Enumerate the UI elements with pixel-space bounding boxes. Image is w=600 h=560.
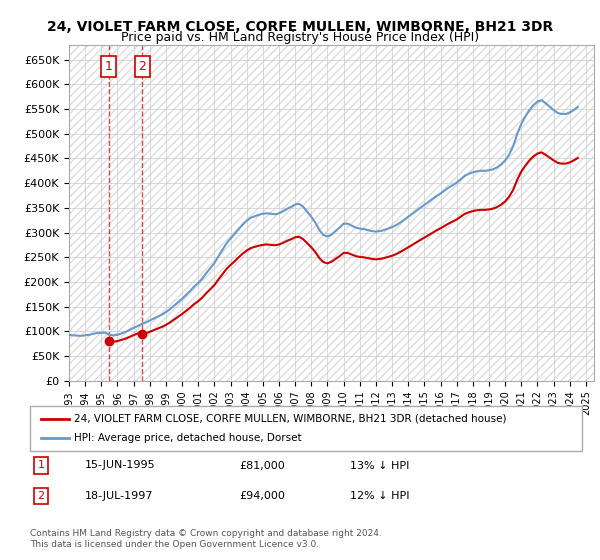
Text: Contains HM Land Registry data © Crown copyright and database right 2024.
This d: Contains HM Land Registry data © Crown c… bbox=[30, 529, 382, 549]
Text: 24, VIOLET FARM CLOSE, CORFE MULLEN, WIMBORNE, BH21 3DR (detached house): 24, VIOLET FARM CLOSE, CORFE MULLEN, WIM… bbox=[74, 413, 506, 423]
Text: 2: 2 bbox=[139, 60, 146, 73]
Text: Price paid vs. HM Land Registry's House Price Index (HPI): Price paid vs. HM Land Registry's House … bbox=[121, 31, 479, 44]
Text: 2: 2 bbox=[37, 491, 44, 501]
Text: £94,000: £94,000 bbox=[240, 491, 286, 501]
Text: 1: 1 bbox=[38, 460, 44, 470]
Text: HPI: Average price, detached house, Dorset: HPI: Average price, detached house, Dors… bbox=[74, 433, 302, 444]
Text: 18-JUL-1997: 18-JUL-1997 bbox=[85, 491, 154, 501]
Text: £81,000: £81,000 bbox=[240, 460, 286, 470]
Text: 24, VIOLET FARM CLOSE, CORFE MULLEN, WIMBORNE, BH21 3DR: 24, VIOLET FARM CLOSE, CORFE MULLEN, WIM… bbox=[47, 20, 553, 34]
FancyBboxPatch shape bbox=[30, 406, 582, 451]
Text: 1: 1 bbox=[104, 60, 113, 73]
Text: 12% ↓ HPI: 12% ↓ HPI bbox=[350, 491, 410, 501]
Text: 15-JUN-1995: 15-JUN-1995 bbox=[85, 460, 156, 470]
Text: 13% ↓ HPI: 13% ↓ HPI bbox=[350, 460, 410, 470]
